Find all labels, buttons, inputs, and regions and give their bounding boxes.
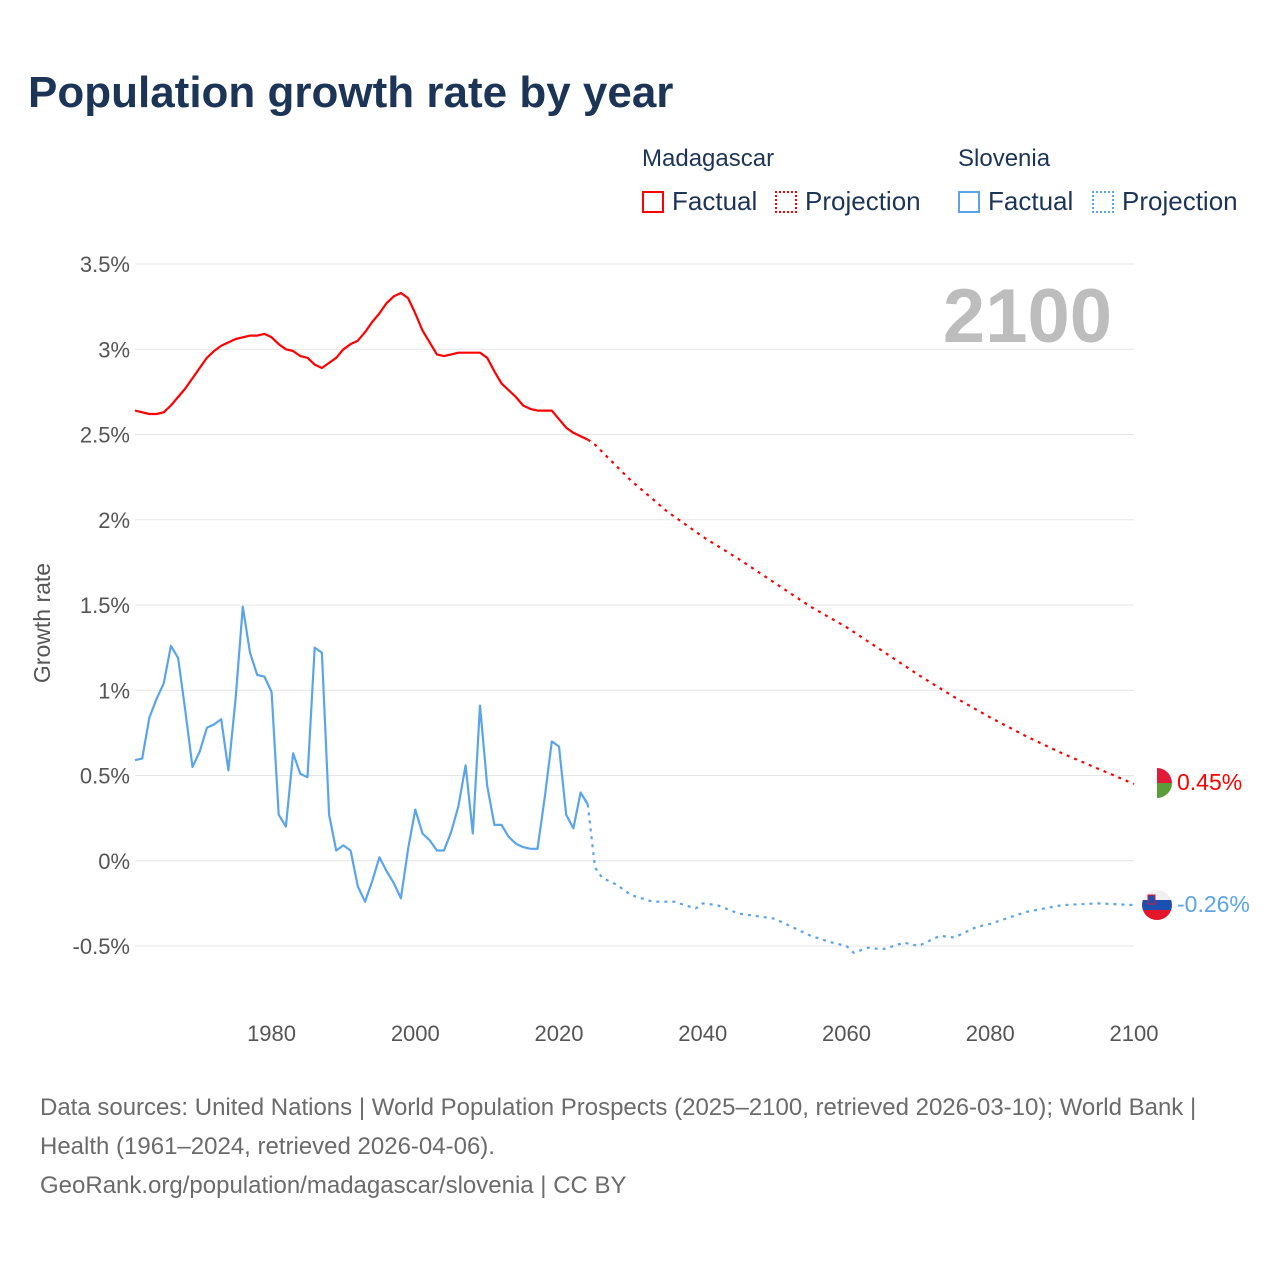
y-tick-label: 2.5%: [80, 423, 130, 448]
slovenia-end-value: -0.26%: [1177, 891, 1250, 917]
y-axis-label: Growth rate: [29, 563, 55, 683]
legend-madagascar-projection[interactable]: Projection: [775, 186, 921, 217]
x-tick-label: 2000: [391, 1021, 440, 1046]
y-tick-label: 1%: [98, 678, 130, 703]
y-tick-label: 3%: [98, 337, 130, 362]
footer: Data sources: United Nations | World Pop…: [40, 1088, 1240, 1205]
legend-label: Factual: [988, 186, 1074, 216]
x-tick-label: 2060: [822, 1021, 871, 1046]
madagascar-projection-line: [587, 438, 1135, 786]
swatch-solid-red: [642, 190, 664, 213]
x-tick-label: 2040: [678, 1021, 727, 1046]
y-tick-label: -0.5%: [73, 934, 130, 959]
madagascar-factual-line: [134, 291, 589, 441]
x-tick-label: 2020: [535, 1021, 584, 1046]
y-tick-label: 2%: [98, 508, 130, 533]
x-tick-label: 2100: [1110, 1021, 1159, 1046]
madagascar-end-value: 0.45%: [1177, 769, 1242, 795]
swatch-solid-blue: [958, 190, 980, 213]
y-tick-label: 0.5%: [80, 764, 130, 789]
credit-link[interactable]: GeoRank.org/population/madagascar/sloven…: [40, 1172, 627, 1199]
slovenia-factual-line: [134, 605, 589, 903]
slovenia-projection-line: [586, 804, 1135, 954]
legend-slovenia-factual[interactable]: Factual: [958, 186, 1073, 217]
legend-label: Projection: [1122, 186, 1238, 216]
slovenia-flag-icon: [1142, 890, 1172, 920]
data-sources: Data sources: United Nations | World Pop…: [40, 1094, 1197, 1160]
legend-country-madagascar: Madagascar: [642, 145, 775, 172]
legend-label: Factual: [672, 186, 758, 216]
x-tick-label: 1980: [247, 1021, 296, 1046]
legend-madagascar-factual[interactable]: Factual: [642, 186, 757, 217]
legend-country-slovenia: Slovenia: [958, 145, 1051, 172]
legend-slovenia-projection[interactable]: Projection: [1092, 186, 1238, 217]
year-indicator: 2100: [943, 274, 1112, 359]
legend-label: Projection: [805, 186, 921, 216]
swatch-dotted-blue: [1092, 190, 1114, 213]
madagascar-flag-icon: [1142, 768, 1172, 798]
swatch-dotted-red: [775, 190, 797, 213]
y-tick-label: 0%: [98, 849, 130, 874]
chart-title: Population growth rate by year: [28, 68, 674, 117]
x-tick-label: 2080: [966, 1021, 1015, 1046]
y-tick-label: 1.5%: [80, 593, 130, 618]
y-tick-label: 3.5%: [80, 252, 130, 277]
